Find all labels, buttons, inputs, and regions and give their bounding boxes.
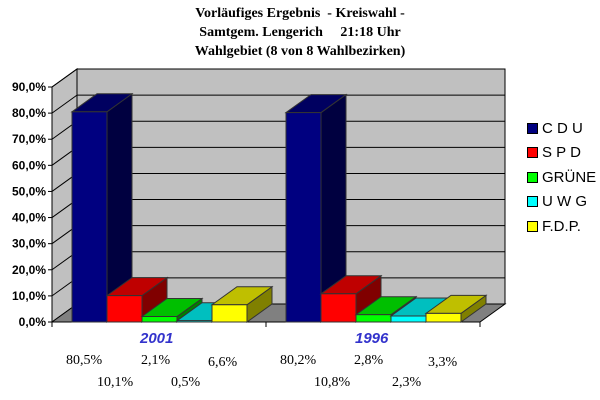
y-tick-label: 50,0% xyxy=(12,184,46,198)
chart-legend: C D U S P D GRÜNE U W G F.D.P. xyxy=(527,116,596,239)
bar-fdp-1996 xyxy=(424,294,488,323)
legend-swatch-icon xyxy=(527,196,538,208)
bar-fdp-2001 xyxy=(210,285,274,323)
legend-label: C D U xyxy=(542,119,583,137)
legend-item: S P D xyxy=(527,141,596,166)
gridline-side xyxy=(51,94,78,114)
legend-swatch-icon xyxy=(527,220,538,232)
bar-spd-2001 xyxy=(105,276,169,323)
value-label: 10,1% xyxy=(97,375,134,390)
title-line-1: Vorläufiges Ergebnis - Kreiswahl - xyxy=(195,6,405,21)
legend-item: U W G xyxy=(527,190,596,215)
y-tick-label: 60,0% xyxy=(12,158,46,172)
bar-cdu-1996 xyxy=(284,93,348,323)
legend-item: F.D.P. xyxy=(527,214,596,239)
legend-label: GRÜNE xyxy=(542,168,597,186)
y-tick-label: 0,0% xyxy=(19,315,47,329)
value-label: 80,2% xyxy=(280,353,317,368)
value-label: 10,8% xyxy=(314,375,351,390)
value-label: 80,5% xyxy=(66,353,103,368)
value-label: 0,5% xyxy=(171,375,201,390)
y-tick-label: 30,0% xyxy=(12,237,46,251)
value-label: 6,6% xyxy=(208,355,238,370)
gridline-side xyxy=(51,68,78,88)
title-line-2: Samtgem. Lengerich 21:18 Uhr xyxy=(199,25,401,40)
bar-cdu-2001 xyxy=(70,92,134,323)
y-tick-label: 20,0% xyxy=(12,263,46,277)
legend-item: C D U xyxy=(527,116,596,141)
y-tick-label: 40,0% xyxy=(12,211,46,225)
y-tick-label: 70,0% xyxy=(12,132,46,146)
legend-swatch-icon xyxy=(527,147,538,159)
legend-swatch-icon xyxy=(527,171,538,183)
y-tick-label: 10,0% xyxy=(12,289,46,303)
legend-label: U W G xyxy=(542,193,587,211)
chart-title: Vorläufiges Ergebnis - Kreiswahl - Samtg… xyxy=(0,4,600,61)
y-tick-label: 90,0% xyxy=(12,80,46,94)
value-label: 2,1% xyxy=(141,353,171,368)
category-label-1996: 1996 xyxy=(355,330,389,347)
title-line-3: Wahlgebiet (8 von 8 Wahlbezirken) xyxy=(194,44,406,59)
legend-swatch-icon xyxy=(527,122,538,134)
category-label-2001: 2001 xyxy=(140,330,174,347)
value-label: 2,3% xyxy=(392,375,422,390)
legend-label: F.D.P. xyxy=(542,217,581,235)
value-label: 3,3% xyxy=(428,355,458,370)
y-tick-label: 80,0% xyxy=(12,106,46,120)
legend-item: GRÜNE xyxy=(527,165,596,190)
value-label: 2,8% xyxy=(354,353,384,368)
legend-label: S P D xyxy=(542,144,581,162)
